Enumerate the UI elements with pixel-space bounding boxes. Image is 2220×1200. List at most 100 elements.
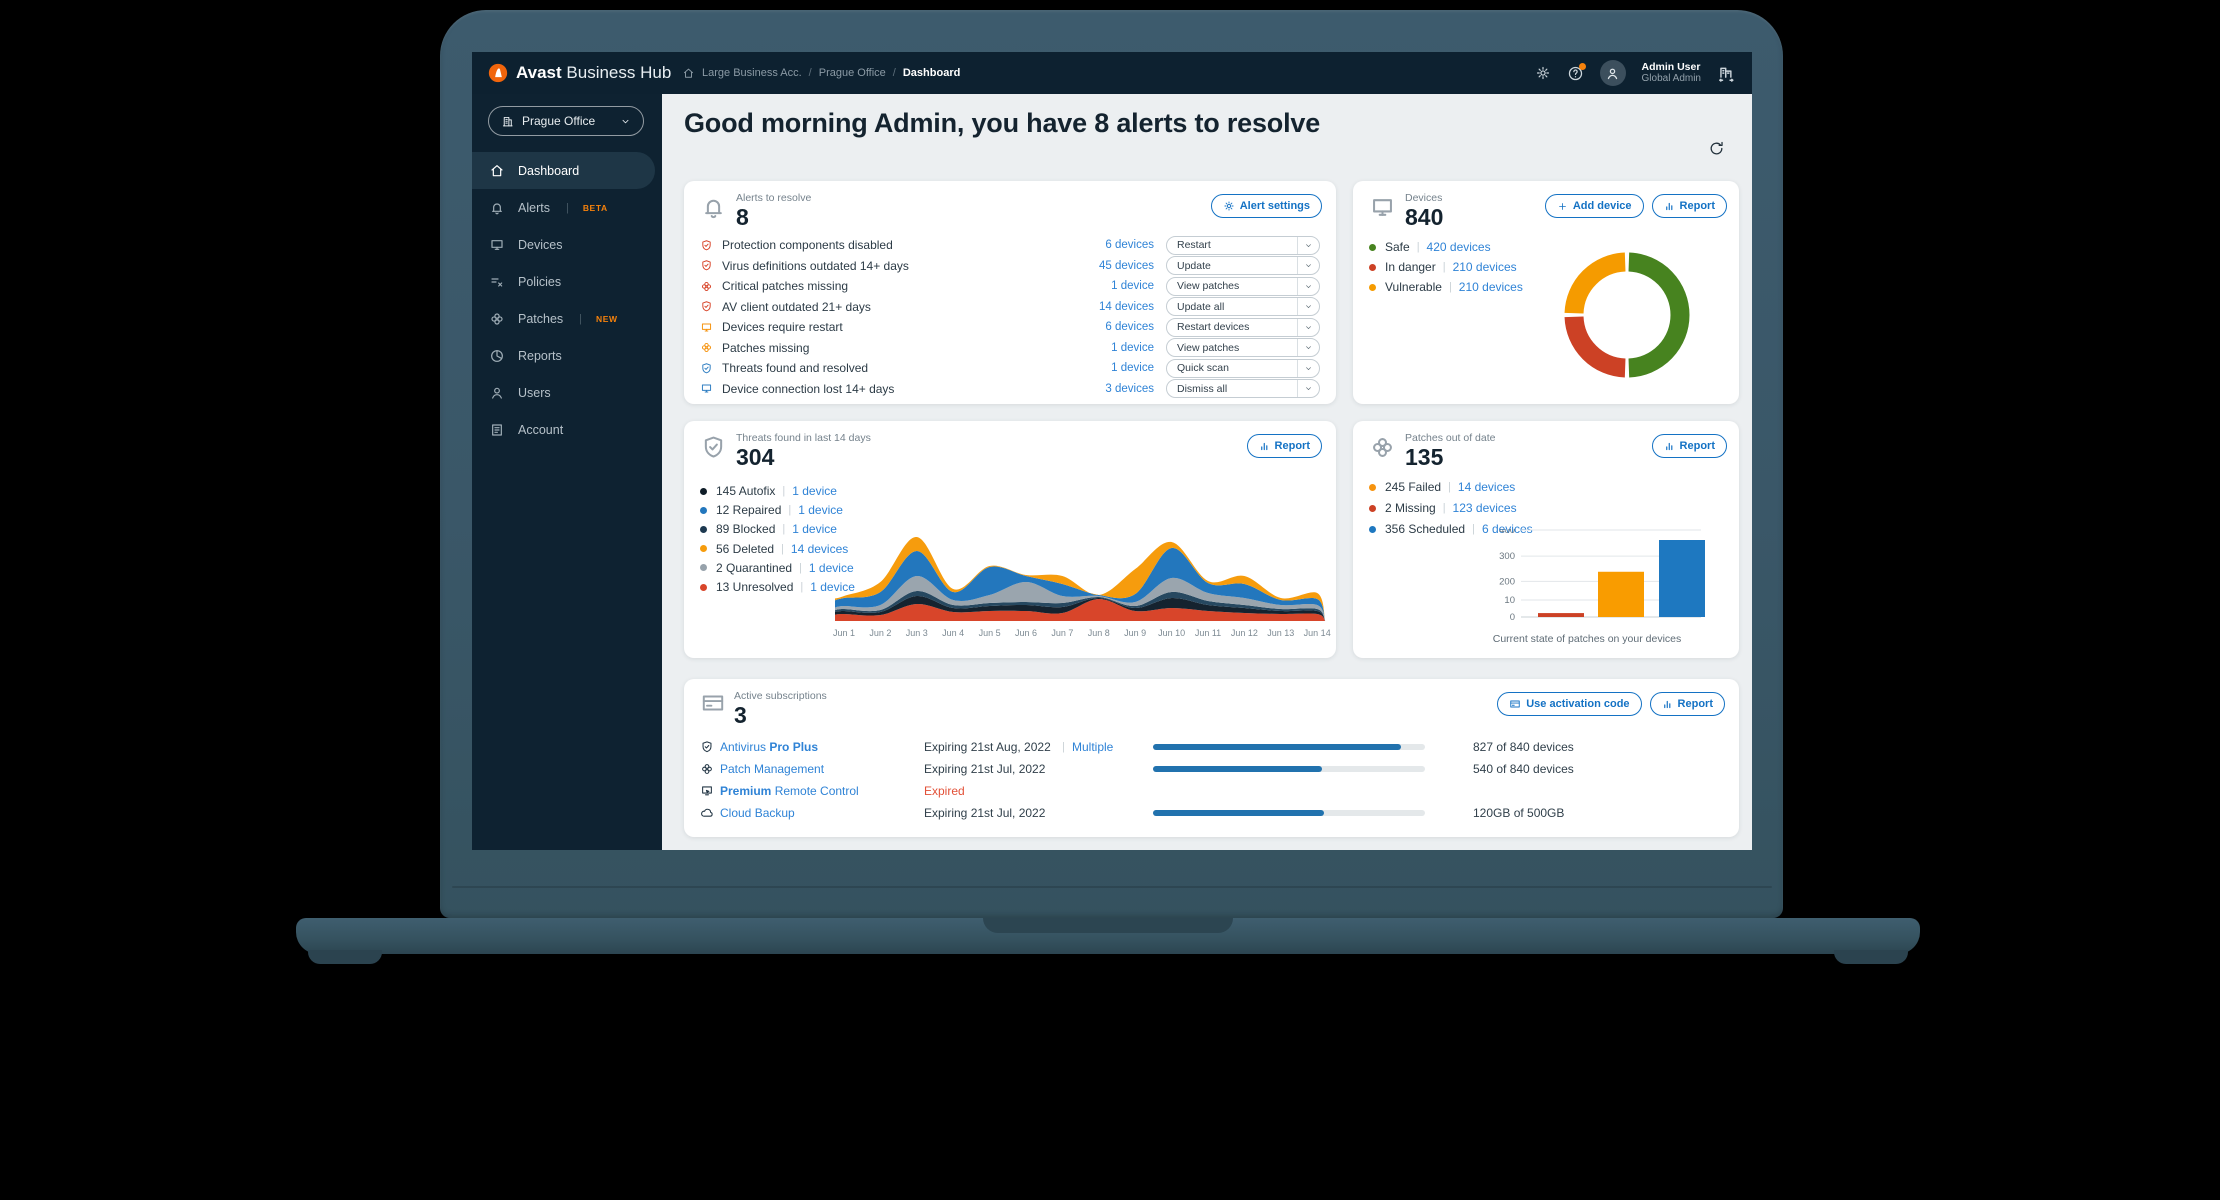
shield-check-icon: [700, 740, 720, 754]
chevron-down-icon[interactable]: [1297, 298, 1319, 315]
x-axis-label: Jun 12: [1231, 628, 1258, 638]
devices-report-button[interactable]: Report: [1651, 194, 1727, 218]
alert-action-dropdown[interactable]: Update: [1166, 256, 1320, 275]
alert-settings-button[interactable]: Alert settings: [1210, 194, 1322, 218]
subscription-name-link[interactable]: Patch Management: [720, 762, 825, 776]
legend-device-link[interactable]: 1 device: [798, 503, 843, 518]
sidebar-item-users[interactable]: Users: [472, 374, 662, 411]
bar-failed[interactable]: [1598, 571, 1644, 617]
sidebar-item-account[interactable]: Account: [472, 411, 662, 448]
sidebar-item-label: Dashboard: [518, 163, 580, 178]
alert-action-label: View patches: [1177, 341, 1240, 354]
chevron-down-icon[interactable]: [1297, 359, 1319, 377]
alert-device-count-link[interactable]: 1 device: [1111, 362, 1154, 374]
chevron-down-icon[interactable]: [1297, 339, 1319, 356]
legend-device-link[interactable]: 14 devices: [1457, 480, 1516, 494]
alert-device-count-link[interactable]: 6 devices: [1105, 239, 1154, 251]
help-icon[interactable]: [1567, 62, 1586, 82]
sidebar-item-dashboard[interactable]: Dashboard: [472, 152, 655, 189]
devices-report-label: Report: [1679, 200, 1715, 212]
use-activation-code-button[interactable]: Use activation code: [1497, 692, 1642, 716]
breadcrumb-item[interactable]: Dashboard: [902, 67, 961, 79]
alert-device-count-link[interactable]: 1 device: [1111, 341, 1154, 354]
legend-item: Vulnerable | 210 devices: [1369, 277, 1523, 297]
alert-action-dropdown[interactable]: Quick scan: [1166, 358, 1320, 378]
breadcrumb-item[interactable]: Prague Office: [818, 67, 886, 79]
gear-icon[interactable]: [1535, 65, 1551, 81]
breadcrumb-item[interactable]: Large Business Acc.: [702, 67, 802, 79]
org-switch-icon[interactable]: [1717, 64, 1736, 83]
alert-device-count-link[interactable]: 6 devices: [1105, 321, 1154, 333]
subscription-name-link[interactable]: Premium Remote Control: [720, 784, 859, 798]
chevron-down-icon[interactable]: [1297, 380, 1319, 397]
alert-device-count-link[interactable]: 14 devices: [1099, 300, 1154, 313]
monitor-icon: [489, 237, 505, 253]
sidebar-item-alerts[interactable]: Alerts | BETA: [472, 189, 662, 226]
subscription-name-link[interactable]: Antivirus Pro Plus: [720, 740, 819, 754]
alert-label: AV client outdated 21+ days: [722, 299, 871, 314]
add-device-button[interactable]: Add device: [1544, 194, 1644, 218]
multiple-link[interactable]: Multiple: [1072, 740, 1114, 754]
legend-label: Safe: [1385, 240, 1410, 254]
legend-device-link[interactable]: 210 devices: [1452, 260, 1517, 274]
sidebar-item-policies[interactable]: Policies: [472, 263, 662, 300]
donut-slice-safe[interactable]: [1628, 252, 1690, 378]
sidebar-item-reports[interactable]: Reports: [472, 337, 662, 374]
sidebar-item-patches[interactable]: Patches | NEW: [472, 300, 662, 337]
alert-action-dropdown[interactable]: View patches: [1166, 276, 1320, 296]
legend-device-link[interactable]: 6 devices: [1481, 522, 1533, 536]
legend-device-link[interactable]: 1 device: [808, 560, 854, 575]
gear-icon: [1223, 200, 1235, 212]
legend-label: 56 Deleted: [716, 541, 775, 556]
org-selector[interactable]: Prague Office: [488, 106, 644, 136]
legend-dot: [700, 525, 707, 533]
alert-device-count-link[interactable]: 1 device: [1111, 280, 1154, 292]
sidebar-item-label: Alerts: [518, 200, 550, 215]
home-icon[interactable]: [682, 67, 695, 80]
bar-missing[interactable]: [1538, 613, 1584, 617]
subscription-name-link[interactable]: Cloud Backup: [720, 806, 795, 820]
legend-device-link[interactable]: 420 devices: [1426, 240, 1491, 254]
legend-device-link[interactable]: 1 device: [792, 522, 837, 537]
bandaid-icon: [489, 311, 505, 327]
legend-label: Vulnerable: [1385, 280, 1442, 294]
legend-device-link[interactable]: 1 device: [810, 580, 855, 594]
bar-chart-icon: [1664, 441, 1675, 452]
alert-device-count-link[interactable]: 3 devices: [1105, 382, 1154, 395]
chevron-down-icon[interactable]: [1297, 257, 1319, 274]
patches-report-button[interactable]: Report: [1651, 434, 1727, 458]
alerts-card: Alerts to resolve 8 Alert settings Prote…: [684, 181, 1336, 404]
user-info[interactable]: Admin User Global Admin: [1642, 61, 1701, 85]
refresh-icon[interactable]: [1708, 140, 1725, 157]
subscription-row: Patch Management Expiring 21st Jul, 2022…: [700, 759, 1723, 779]
threats-report-button[interactable]: Report: [1246, 434, 1322, 458]
legend-device-link[interactable]: 14 devices: [790, 541, 849, 556]
alert-action-dropdown[interactable]: Update all: [1166, 297, 1320, 316]
alert-action-dropdown[interactable]: Restart devices: [1166, 317, 1320, 337]
alert-action-dropdown[interactable]: Restart: [1166, 235, 1320, 255]
x-axis-label: Jun 11: [1195, 628, 1221, 638]
subscription-expiry: Expiring 21st Jul, 2022: [924, 806, 1046, 820]
legend-device-link[interactable]: 123 devices: [1452, 501, 1517, 515]
bar-chart-caption: Current state of patches on your devices: [1492, 633, 1682, 645]
chevron-down-icon[interactable]: [1297, 318, 1319, 336]
legend-device-link[interactable]: 210 devices: [1458, 280, 1523, 294]
avatar[interactable]: [1599, 60, 1626, 86]
chevron-down-icon[interactable]: [1297, 236, 1319, 254]
area-series-quarantined: [835, 575, 1326, 621]
alert-action-dropdown[interactable]: View patches: [1166, 338, 1320, 357]
legend-dot: [700, 506, 707, 514]
donut-slice-vulnerable[interactable]: [1564, 252, 1626, 314]
sidebar-item-devices[interactable]: Devices: [472, 226, 662, 263]
alert-action-dropdown[interactable]: Dismiss all: [1166, 379, 1320, 398]
subscriptions-report-button[interactable]: Report: [1649, 692, 1725, 716]
x-axis-label: Jun 7: [1051, 628, 1073, 638]
alert-row: AV client outdated 21+ days 14 devices U…: [700, 297, 1320, 317]
devices-card-title: Devices: [1405, 192, 1443, 204]
chevron-down-icon[interactable]: [1297, 277, 1319, 295]
screen: Avast Business Hub Large Business Acc. / P…: [472, 52, 1752, 850]
alert-device-count-link[interactable]: 45 devices: [1099, 259, 1154, 272]
legend-device-link[interactable]: 1 device: [792, 484, 837, 498]
donut-slice-in-danger[interactable]: [1564, 316, 1626, 378]
bar-scheduled[interactable]: [1659, 540, 1705, 617]
